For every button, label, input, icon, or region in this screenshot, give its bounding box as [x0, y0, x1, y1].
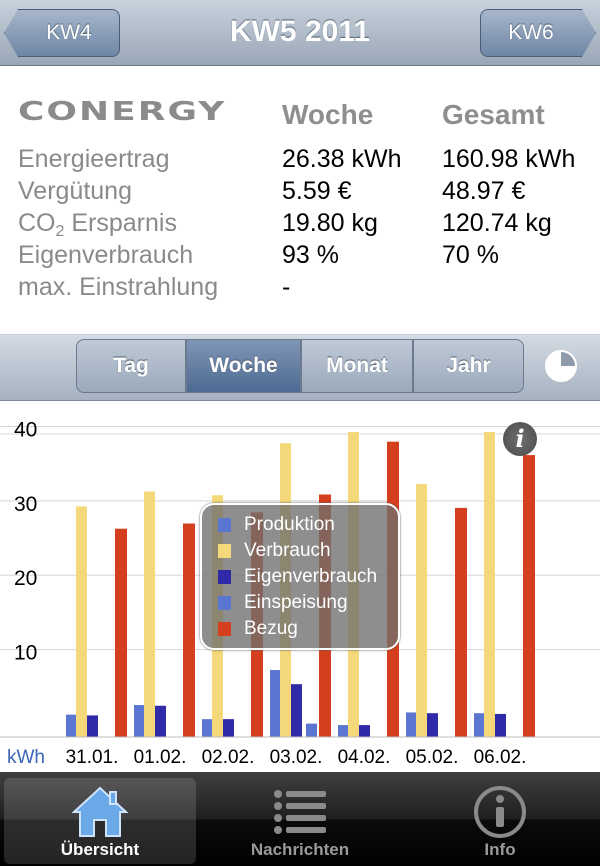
value-co2-savings-week: 19.80 kg — [282, 209, 378, 237]
segment-monat[interactable]: Monat — [301, 339, 413, 393]
legend-item: Verbrauch — [218, 539, 331, 563]
column-header-total: Gesamt — [442, 99, 545, 130]
label-remuneration: Vergütung — [18, 177, 132, 205]
legend-item: Bezug — [218, 617, 298, 641]
tab-uebersicht[interactable]: Übersicht — [4, 778, 196, 864]
value-remuneration-total: 48.97 € — [442, 177, 526, 205]
next-week-button[interactable]: KW6 — [480, 9, 596, 57]
column-header-week: Woche — [282, 99, 374, 130]
legend-swatch — [218, 518, 231, 532]
label-self-consumption: Eigenverbrauch — [18, 241, 194, 269]
tab-label: Info — [484, 840, 516, 859]
legend-label: Produktion — [244, 514, 335, 535]
segment-woche[interactable]: Woche — [186, 339, 301, 393]
page-title: KW5 2011 — [229, 15, 371, 48]
bar-eigenverbrauch — [223, 719, 234, 737]
previous-week-button[interactable]: KW4 — [4, 9, 120, 57]
bar-bezug — [455, 507, 467, 737]
bar-produktion — [406, 712, 417, 737]
list-icon — [274, 790, 326, 834]
bar-eigenverbrauch — [291, 684, 302, 737]
bar-produktion — [270, 670, 281, 737]
legend-label: Bezug — [244, 618, 298, 639]
legend-swatch — [218, 544, 231, 558]
legend-item: Einspeisung — [218, 591, 348, 615]
value-remuneration-week: 5.59 € — [282, 177, 352, 205]
y-tick-label: 30 — [14, 493, 37, 516]
tab-label: Nachrichten — [250, 840, 350, 859]
y-tick-label: 40 — [14, 418, 37, 441]
y-tick-label: 20 — [14, 567, 37, 590]
x-tick-label: 02.02. — [202, 747, 255, 768]
tab-info[interactable]: Info — [404, 778, 596, 864]
bar-einspeisung — [306, 723, 317, 737]
legend-label: Eigenverbrauch — [244, 566, 378, 587]
legend-swatch — [218, 596, 231, 610]
y-axis-unit-label: kWh — [7, 747, 45, 768]
y-tick-label: 10 — [14, 642, 37, 665]
x-tick-label: 06.02. — [474, 747, 527, 768]
bar-verbrauch — [484, 432, 495, 737]
legend-label: Verbrauch — [244, 540, 331, 561]
x-tick-label: 31.01. — [66, 747, 119, 768]
conergy-logo: CONERGY — [18, 97, 227, 127]
legend-swatch — [218, 622, 231, 636]
info-icon — [474, 786, 526, 838]
x-tick-label: 03.02. — [270, 747, 323, 768]
bar-produktion — [202, 719, 213, 737]
legend-item: Eigenverbrauch — [218, 565, 377, 589]
bar-produktion — [134, 705, 145, 737]
label-co2-savings: CO2 Ersparnis — [18, 209, 177, 240]
value-co2-savings-total: 120.74 kg — [442, 209, 552, 237]
x-tick-label: 05.02. — [406, 747, 459, 768]
bar-produktion — [338, 725, 349, 737]
bar-produktion — [66, 714, 77, 737]
tab-nachrichten[interactable]: Nachrichten — [204, 778, 396, 864]
legend-label: Einspeisung — [244, 592, 348, 613]
value-energy-yield-week: 26.38 kWh — [282, 145, 402, 173]
x-tick-label: 04.02. — [338, 747, 391, 768]
x-tick-label: 01.02. — [134, 747, 187, 768]
bar-produktion — [474, 713, 485, 737]
bar-bezug — [183, 523, 195, 737]
bar-eigenverbrauch — [359, 725, 370, 737]
bar-bezug — [115, 528, 127, 737]
segment-tag[interactable]: Tag — [76, 339, 186, 393]
house-icon — [71, 786, 129, 837]
segment-jahr[interactable]: Jahr — [413, 339, 524, 393]
legend-item: Produktion — [218, 513, 335, 537]
bar-verbrauch — [416, 484, 427, 737]
value-self-consumption-week: 93 % — [282, 241, 339, 269]
legend-swatch — [218, 570, 231, 584]
bar-eigenverbrauch — [87, 715, 98, 737]
label-energy-yield: Energieertrag — [18, 145, 170, 173]
bar-verbrauch — [76, 506, 87, 737]
bar-eigenverbrauch — [155, 705, 166, 737]
top-navigation-bar: KW5 2011 KW4 KW6 — [0, 0, 600, 66]
chart-info-icon[interactable]: i — [503, 422, 537, 456]
chart-legend: Produktion Verbrauch Eigenverbrauch Eins… — [200, 503, 400, 650]
bar-bezug — [523, 455, 535, 737]
bar-verbrauch — [144, 491, 155, 737]
bar-eigenverbrauch — [427, 713, 438, 737]
value-max-irradiation-week: - — [282, 273, 291, 301]
period-selector-bar: Tag Woche Monat Jahr — [0, 335, 600, 401]
summary-panel: CONERGY Woche Gesamt Energieertrag 26.38… — [0, 67, 600, 335]
tab-label: Übersicht — [60, 840, 140, 859]
value-self-consumption-total: 70 % — [442, 241, 499, 269]
label-max-irradiation: max. Einstrahlung — [18, 273, 219, 301]
clock-icon[interactable] — [544, 349, 578, 383]
tab-bar: Übersicht Nachrichten Info — [0, 772, 600, 866]
value-energy-yield-total: 160.98 kWh — [442, 145, 576, 173]
bar-eigenverbrauch — [495, 713, 506, 737]
